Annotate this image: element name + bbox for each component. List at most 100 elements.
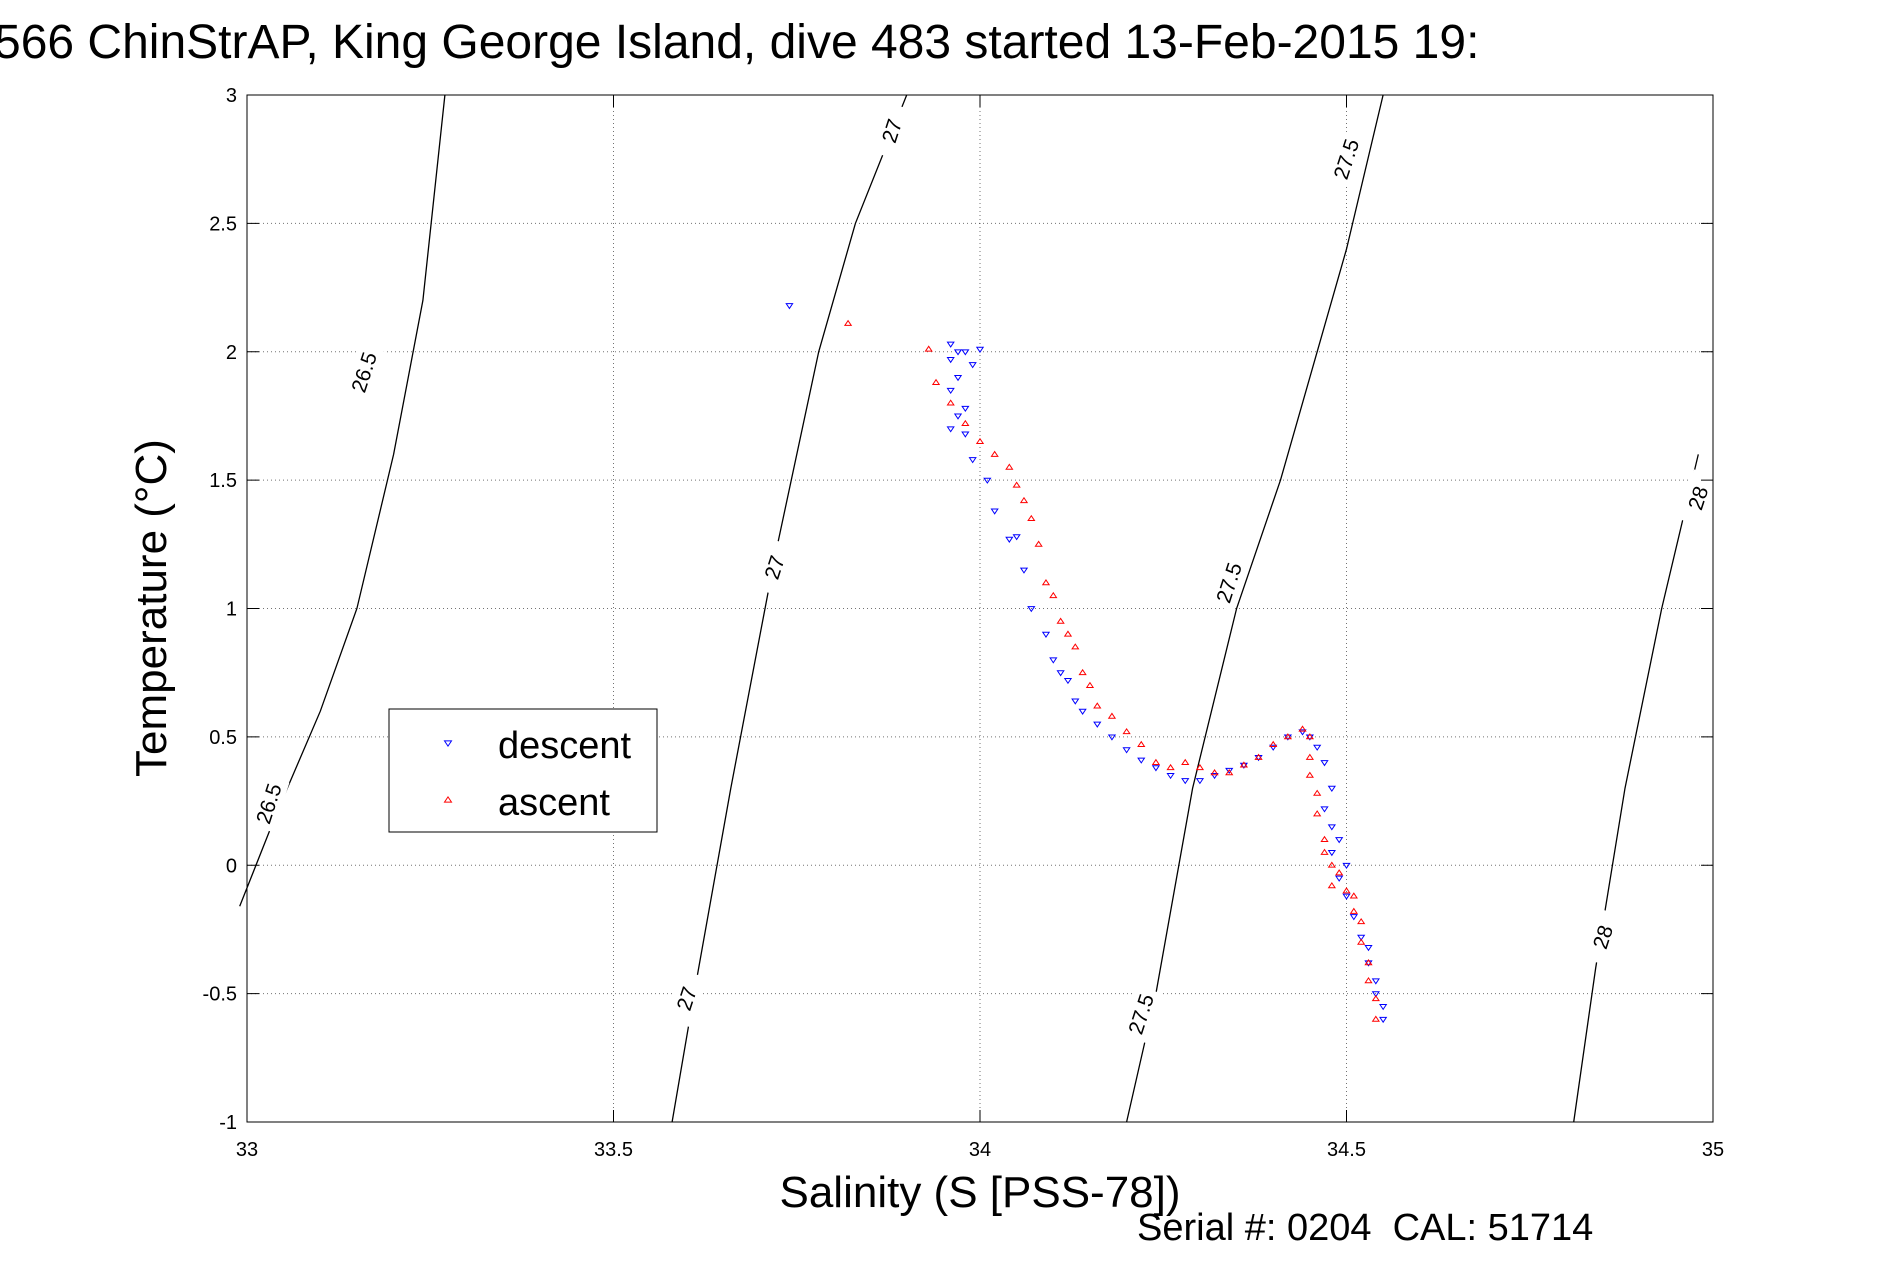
- descent-point: [1210, 772, 1219, 780]
- descent-point: [1005, 536, 1014, 543]
- descent-point: [953, 349, 963, 356]
- y-tick-label: -1: [219, 1112, 237, 1134]
- x-tick-label: 33: [236, 1139, 258, 1161]
- legend-marker-descent: [443, 740, 453, 748]
- ascent-point: [1298, 725, 1307, 732]
- ascent-point: [1269, 740, 1278, 747]
- descent-point: [1283, 734, 1292, 741]
- descent-point: [946, 357, 955, 364]
- descent-point: [1327, 785, 1336, 793]
- descent-point: [1027, 606, 1036, 613]
- descent-point: [1305, 734, 1314, 741]
- descent-point: [1269, 744, 1278, 751]
- descent-point: [1335, 875, 1344, 882]
- contour-label: 27.5: [1212, 560, 1247, 606]
- y-tick-label: 1.5: [209, 470, 237, 492]
- ascent-point: [1027, 514, 1036, 522]
- descent-point: [1122, 747, 1131, 754]
- descent-point: [1181, 778, 1190, 785]
- ascent-point: [1371, 994, 1380, 1002]
- contour-label: 26.5: [348, 349, 383, 395]
- ascent-point: [1151, 758, 1161, 765]
- descent-point: [961, 405, 970, 413]
- descent-point: [1195, 778, 1205, 785]
- descent-point: [1239, 762, 1249, 769]
- descent-point: [1049, 657, 1058, 664]
- descent-point: [1151, 765, 1161, 772]
- descent-point: [1349, 914, 1358, 921]
- ascent-point: [990, 450, 999, 457]
- descent-point: [961, 349, 970, 356]
- descent-point: [1364, 944, 1373, 952]
- ascent-point: [1210, 769, 1219, 776]
- descent-point: [1313, 744, 1322, 751]
- descent-point: [1137, 757, 1146, 764]
- isopycnal-line: [1573, 454, 1699, 1123]
- descent-point: [953, 413, 963, 420]
- ascent-point: [1085, 681, 1095, 688]
- ascent-point: [1313, 810, 1322, 817]
- descent-point: [968, 362, 977, 369]
- descent-point: [1093, 721, 1102, 728]
- ascent-point: [1056, 617, 1065, 624]
- contour-label-bg: [248, 774, 290, 833]
- x-axis-label: Salinity (S [PSS-78]): [779, 1168, 1180, 1217]
- ascent-point: [1225, 769, 1234, 776]
- ascent-point: [1349, 907, 1358, 914]
- ascent-point: [1122, 727, 1131, 735]
- ascent-point: [924, 345, 933, 352]
- descent-point: [1298, 729, 1307, 736]
- ascent-point: [1327, 882, 1336, 889]
- descent-point: [990, 508, 999, 515]
- ascent-point: [1357, 938, 1366, 945]
- y-tick-label: 2.5: [209, 213, 237, 235]
- descent-point: [946, 341, 955, 348]
- legend-label-ascent: ascent: [498, 782, 610, 824]
- descent-point: [1364, 960, 1373, 967]
- descent-point: [1254, 754, 1263, 762]
- descent-point: [785, 303, 794, 310]
- contour-label-bg: [1120, 985, 1162, 1043]
- descent-point: [946, 426, 955, 433]
- grid-lines: [246, 94, 1714, 1123]
- descent-point: [1327, 849, 1336, 857]
- descent-point: [1071, 698, 1080, 705]
- descent-point: [1327, 824, 1336, 831]
- ascent-point: [1093, 702, 1102, 709]
- ascent-point: [1107, 712, 1117, 719]
- ascent-point: [1357, 917, 1366, 925]
- contour-label-bg: [1326, 130, 1367, 188]
- ascent-point: [1078, 668, 1087, 676]
- ascent-point: [946, 399, 955, 406]
- ascent-point: [1239, 761, 1249, 768]
- y-axis-label: Temperature (°C): [127, 439, 176, 777]
- descent-point: [1357, 934, 1366, 941]
- ascent-point: [1305, 771, 1314, 778]
- descent-point: [968, 457, 977, 464]
- descent-point: [983, 477, 992, 484]
- x-tick-label: 34: [969, 1139, 991, 1161]
- ascent-point: [1063, 630, 1073, 637]
- ascent-point: [1041, 579, 1051, 586]
- ascent-point: [1019, 496, 1029, 504]
- ascent-point: [1012, 481, 1021, 488]
- descent-point: [1012, 534, 1021, 541]
- ascent-point: [1071, 643, 1080, 650]
- ascent-point: [1349, 892, 1358, 899]
- x-tick-label: 33.5: [594, 1139, 633, 1161]
- descent-point: [1041, 631, 1051, 638]
- ascent-point: [1254, 753, 1263, 760]
- descent-point: [1335, 837, 1344, 844]
- descent-point: [1371, 991, 1380, 998]
- ascent-point: [1034, 540, 1043, 547]
- x-tick-label: 35: [1702, 1139, 1724, 1161]
- contour-label-bg: [1677, 469, 1719, 527]
- contour-label: 27.5: [1124, 991, 1159, 1037]
- y-tick-label: 1: [226, 599, 237, 621]
- descent-point: [1056, 670, 1065, 677]
- legend: descent ascent: [388, 708, 658, 833]
- ascent-point: [1305, 753, 1314, 760]
- descent-point: [1019, 567, 1029, 574]
- descent-point: [1342, 893, 1351, 900]
